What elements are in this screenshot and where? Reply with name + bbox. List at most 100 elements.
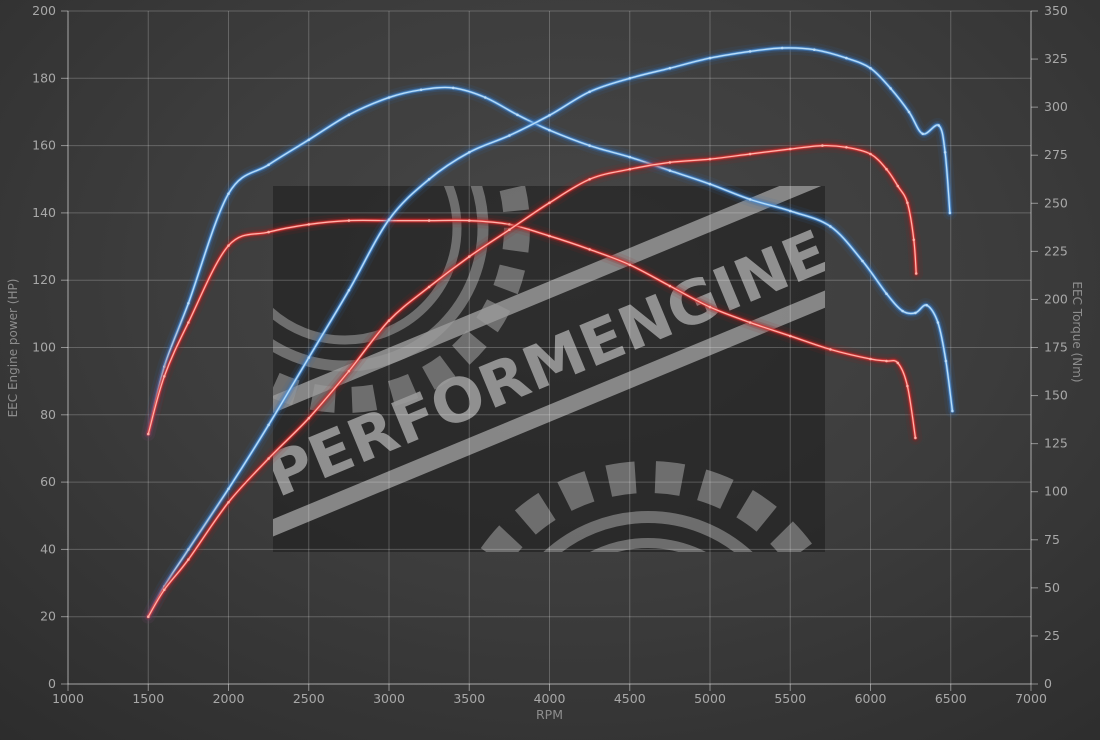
data-point-marker (668, 161, 672, 164)
data-point-marker (227, 487, 230, 491)
data-point-marker (708, 56, 712, 60)
y-right-tick-label: 275 (1044, 147, 1068, 162)
y-left-tick-label: 60 (40, 474, 56, 489)
data-point-marker (708, 305, 712, 309)
data-point-marker (187, 558, 190, 561)
data-point-marker (147, 615, 150, 618)
data-point-marker (227, 192, 230, 195)
data-point-marker (427, 178, 431, 181)
data-point-marker (163, 588, 166, 592)
data-point-marker (829, 348, 832, 351)
data-point-marker (147, 432, 150, 436)
x-tick-label: 7000 (1015, 691, 1047, 706)
performengine-watermark: PERFORMENGINE (273, 186, 825, 552)
data-point-marker (668, 169, 672, 172)
curves (141, 40, 960, 624)
data-point-marker (813, 48, 816, 51)
data-point-marker (628, 155, 632, 159)
data-point-marker (267, 230, 270, 234)
x-tick-label: 1000 (52, 691, 84, 706)
data-point-marker (628, 167, 632, 171)
gear-icon (273, 186, 530, 413)
y-right-tick-label: 350 (1044, 3, 1068, 18)
data-point-marker (907, 110, 911, 114)
watermark-stripe-bottom (273, 269, 825, 545)
data-point-marker (668, 66, 672, 70)
y-right-tick-label: 325 (1044, 51, 1068, 66)
data-point-marker (307, 356, 311, 359)
data-point-marker (548, 128, 551, 132)
data-point-marker (468, 255, 471, 258)
y-right-tick-label: 200 (1044, 291, 1068, 306)
data-point-marker (951, 409, 954, 413)
data-point-marker (548, 234, 551, 238)
data-point-marker (869, 152, 872, 156)
data-point-marker (885, 359, 888, 363)
data-point-marker (307, 223, 311, 226)
data-point-marker (914, 311, 917, 315)
data-point-marker (347, 113, 351, 117)
data-point-marker (588, 178, 591, 181)
data-point-marker (387, 96, 391, 99)
y-left-axis-title: EEC Engine power (HP) (6, 279, 20, 418)
data-point-marker (944, 359, 948, 363)
y-right-axis-title: EEC Torque (Nm) (1070, 281, 1084, 382)
data-point-marker (347, 219, 351, 222)
data-point-marker (588, 248, 591, 251)
y-right-tick-label: 100 (1044, 484, 1068, 499)
grid (67, 10, 1032, 685)
data-point-marker (187, 321, 190, 324)
gear-ring (590, 538, 706, 552)
data-point-marker (419, 88, 423, 92)
series-power-original-red (141, 138, 924, 624)
x-tick-label: 4500 (614, 691, 646, 706)
y-right-tick-label: 0 (1044, 676, 1052, 691)
watermark-stripe-top (273, 186, 825, 439)
y-right-tick-label: 150 (1044, 388, 1068, 403)
data-point-marker (780, 46, 784, 50)
data-point-marker (896, 361, 900, 365)
data-point-marker (227, 501, 230, 504)
data-point-marker (889, 87, 892, 90)
data-point-marker (548, 114, 551, 117)
data-point-marker (861, 259, 864, 263)
data-point-marker (427, 219, 431, 222)
x-tick-label: 1500 (132, 691, 164, 706)
data-point-marker (845, 146, 848, 149)
data-point-marker (163, 375, 166, 378)
data-point-marker (267, 423, 270, 427)
data-point-marker (427, 285, 431, 289)
data-point-marker (468, 219, 471, 222)
data-point-marker (588, 90, 591, 94)
y-right-tick-label: 250 (1044, 195, 1068, 210)
data-point-marker (451, 86, 455, 90)
y-left-tick-label: 140 (32, 205, 56, 220)
x-tick-label: 3500 (453, 691, 485, 706)
data-point-marker (789, 334, 792, 338)
y-right-tick-label: 225 (1044, 243, 1068, 258)
x-tick-label: 5500 (774, 691, 806, 706)
data-point-marker (936, 321, 940, 324)
x-tick-label: 4000 (534, 691, 566, 706)
data-point-marker (948, 211, 952, 215)
data-point-marker (901, 309, 904, 313)
series-torque-modified-blue (141, 80, 960, 442)
data-point-marker (885, 167, 888, 171)
y-left-tick-label: 40 (40, 541, 56, 556)
data-point-marker (668, 284, 672, 288)
data-point-marker (548, 201, 551, 205)
x-tick-label: 3000 (373, 691, 405, 706)
data-point-marker (227, 244, 230, 247)
y-left-tick-label: 160 (32, 138, 56, 153)
data-point-marker (925, 303, 928, 307)
x-tick-label: 6500 (935, 691, 967, 706)
y-left-tick-label: 80 (40, 407, 56, 422)
data-point-marker (628, 263, 632, 267)
data-point-marker (347, 369, 351, 373)
data-point-marker (307, 138, 311, 142)
data-point-marker (789, 209, 792, 213)
axes (61, 10, 1038, 691)
data-point-marker (508, 134, 511, 137)
data-point-marker (748, 152, 752, 156)
